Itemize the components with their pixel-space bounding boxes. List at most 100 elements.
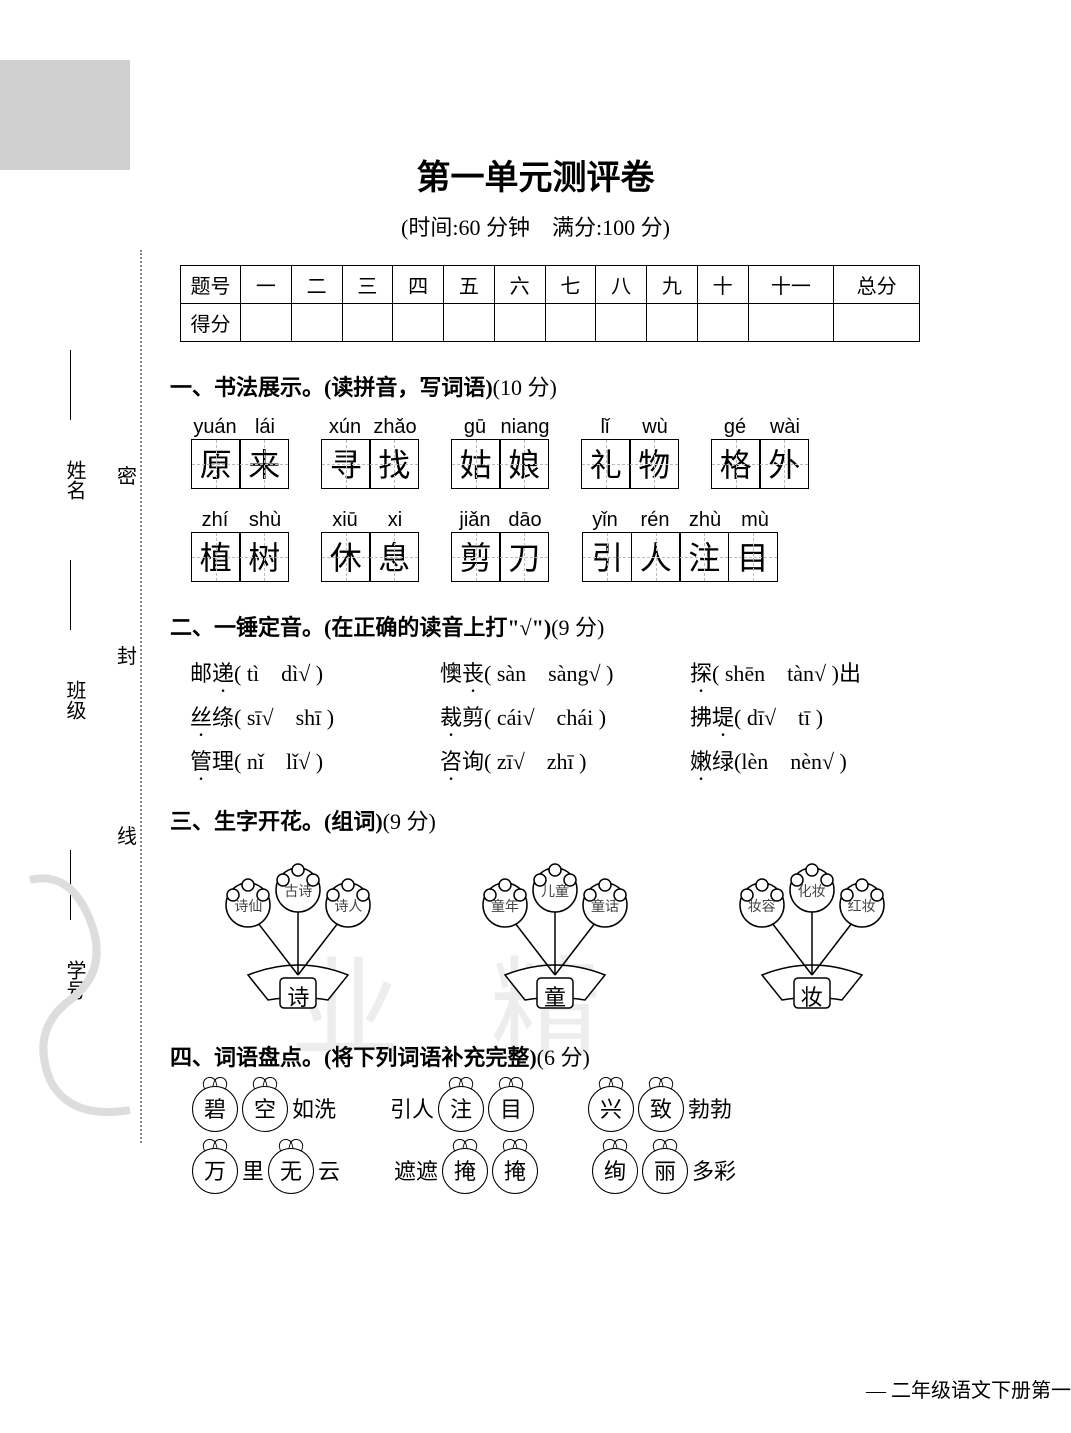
fold-mi: 密 xyxy=(117,460,137,489)
pinyin: gé xyxy=(710,416,760,439)
s4-text: 引人 xyxy=(390,1092,434,1124)
score-header-cell: 三 xyxy=(342,266,393,304)
apple-blank[interactable]: 兴 xyxy=(588,1086,634,1132)
s4-title-text: 四、词语盘点。(将下列词语补充完整) xyxy=(170,1045,537,1070)
pinyin: jiǎn xyxy=(450,509,500,532)
s2-cell: 裁剪( cái√ chái ) xyxy=(440,700,690,732)
apple-blank[interactable]: 目 xyxy=(488,1086,534,1132)
char-box[interactable]: 息 xyxy=(369,532,419,582)
s4-text: 遮遮 xyxy=(394,1154,438,1186)
s4-group: 万里无云 xyxy=(190,1148,342,1194)
pinyin-line: jiǎndāo xyxy=(450,509,550,532)
score-empty-cell[interactable] xyxy=(834,304,920,342)
char-box[interactable]: 剪 xyxy=(451,532,501,582)
flower-petal-text: 诗人 xyxy=(328,896,368,916)
char-box-line: 剪刀 xyxy=(451,532,550,582)
s2-cell: 嫩绿(lèn nèn√ ) xyxy=(690,744,940,776)
char-box[interactable]: 休 xyxy=(321,532,371,582)
score-empty-cell[interactable] xyxy=(596,304,647,342)
page-subtitle: (时间:60 分钟 满分:100 分) xyxy=(0,210,1071,242)
line-class xyxy=(70,560,71,630)
s4-group: 兴致勃勃 xyxy=(586,1086,734,1132)
pinyin: yǐn xyxy=(580,509,630,532)
apple-blank[interactable]: 空 xyxy=(242,1086,288,1132)
pinyin: lǐ xyxy=(580,416,630,439)
apple-blank[interactable]: 万 xyxy=(192,1148,238,1194)
pinyin: wài xyxy=(760,416,810,439)
score-empty-cell[interactable] xyxy=(241,304,292,342)
pinyin-line: gūniang xyxy=(450,416,550,439)
apple-blank[interactable]: 掩 xyxy=(492,1148,538,1194)
dotted-char: 探 xyxy=(690,656,712,688)
char-box[interactable]: 来 xyxy=(239,439,289,489)
s3-pts: (9 分) xyxy=(383,809,436,834)
page-title: 第一单元测评卷 xyxy=(0,150,1071,199)
flower: 诗仙古诗诗人诗 xyxy=(178,850,418,1020)
score-empty-cell[interactable] xyxy=(342,304,393,342)
char-box[interactable]: 寻 xyxy=(321,439,371,489)
score-empty-cell[interactable] xyxy=(393,304,444,342)
dotted-char: 管 xyxy=(190,744,212,776)
s1-content: yuánlái原来xúnzhǎo寻找gūniang姑娘lǐwù礼物géwài格外… xyxy=(190,416,940,582)
apple-blank[interactable]: 掩 xyxy=(442,1148,488,1194)
char-box[interactable]: 刀 xyxy=(499,532,549,582)
fold-xian: 线 xyxy=(117,820,137,849)
char-box-line: 植树 xyxy=(191,532,290,582)
pinyin: gū xyxy=(450,416,500,439)
s4-text: 云 xyxy=(318,1154,340,1186)
flower-petal-text: 妆容 xyxy=(742,896,782,916)
char-box-line: 寻找 xyxy=(321,439,420,489)
char-box[interactable]: 外 xyxy=(759,439,809,489)
char-box[interactable]: 原 xyxy=(191,439,241,489)
flower-petal-text: 童话 xyxy=(585,896,625,916)
flower-petal-text: 红妆 xyxy=(842,896,882,916)
char-box[interactable]: 找 xyxy=(369,439,419,489)
apple-blank[interactable]: 注 xyxy=(438,1086,484,1132)
pinyin: dāo xyxy=(500,509,550,532)
char-box[interactable]: 格 xyxy=(711,439,761,489)
char-box[interactable]: 姑 xyxy=(451,439,501,489)
char-box[interactable]: 礼 xyxy=(581,439,631,489)
score-empty-cell[interactable] xyxy=(494,304,545,342)
label-name: 姓名 xyxy=(60,460,89,500)
s2-cell: 懊丧( sàn sàng√ ) xyxy=(440,656,690,688)
score-header-cell: 四 xyxy=(393,266,444,304)
word-group: géwài格外 xyxy=(710,416,810,489)
char-box-line: 休息 xyxy=(321,532,420,582)
apple-blank[interactable]: 致 xyxy=(638,1086,684,1132)
apple-blank[interactable]: 绚 xyxy=(592,1148,638,1194)
pinyin: zhǎo xyxy=(370,416,420,439)
flower-petal-text: 古诗 xyxy=(278,881,318,901)
score-empty-cell[interactable] xyxy=(444,304,495,342)
s1-title-text: 一、书法展示。(读拼音，写词语) xyxy=(170,375,493,400)
s3-content: 诗仙古诗诗人诗 童年儿童童话童 xyxy=(170,850,940,1020)
char-box[interactable]: 树 xyxy=(239,532,289,582)
s4-group: 遮遮掩掩 xyxy=(392,1148,540,1194)
s2-row: 丝绦( sī√ shī )裁剪( cái√ chái )拂堤( dī√ tī ) xyxy=(190,700,940,732)
s4-text: 多彩 xyxy=(692,1154,736,1186)
char-box[interactable]: 目 xyxy=(728,532,778,582)
char-box[interactable]: 植 xyxy=(191,532,241,582)
char-box[interactable]: 人 xyxy=(631,532,681,582)
char-box[interactable]: 注 xyxy=(679,532,729,582)
watermark-shape-left xyxy=(10,860,170,1140)
apple-blank[interactable]: 碧 xyxy=(192,1086,238,1132)
char-box[interactable]: 引 xyxy=(582,532,632,582)
score-empty-cell[interactable] xyxy=(647,304,698,342)
apple-blank[interactable]: 无 xyxy=(268,1148,314,1194)
pinyin: xi xyxy=(370,509,420,532)
pinyin: shù xyxy=(240,509,290,532)
char-box[interactable]: 娘 xyxy=(499,439,549,489)
score-header-cell: 十一 xyxy=(748,266,834,304)
score-row-values: 得分 xyxy=(181,304,920,342)
char-box[interactable]: 物 xyxy=(629,439,679,489)
apple-blank[interactable]: 丽 xyxy=(642,1148,688,1194)
score-empty-cell[interactable] xyxy=(291,304,342,342)
s2-cell: 探( shēn tàn√ )出 xyxy=(690,656,940,688)
score-empty-cell[interactable] xyxy=(697,304,748,342)
score-empty-cell[interactable] xyxy=(545,304,596,342)
score-header-cell: 二 xyxy=(291,266,342,304)
score-empty-cell[interactable] xyxy=(748,304,834,342)
char-box-line: 引人注目 xyxy=(582,532,778,582)
score-header-cell: 五 xyxy=(444,266,495,304)
